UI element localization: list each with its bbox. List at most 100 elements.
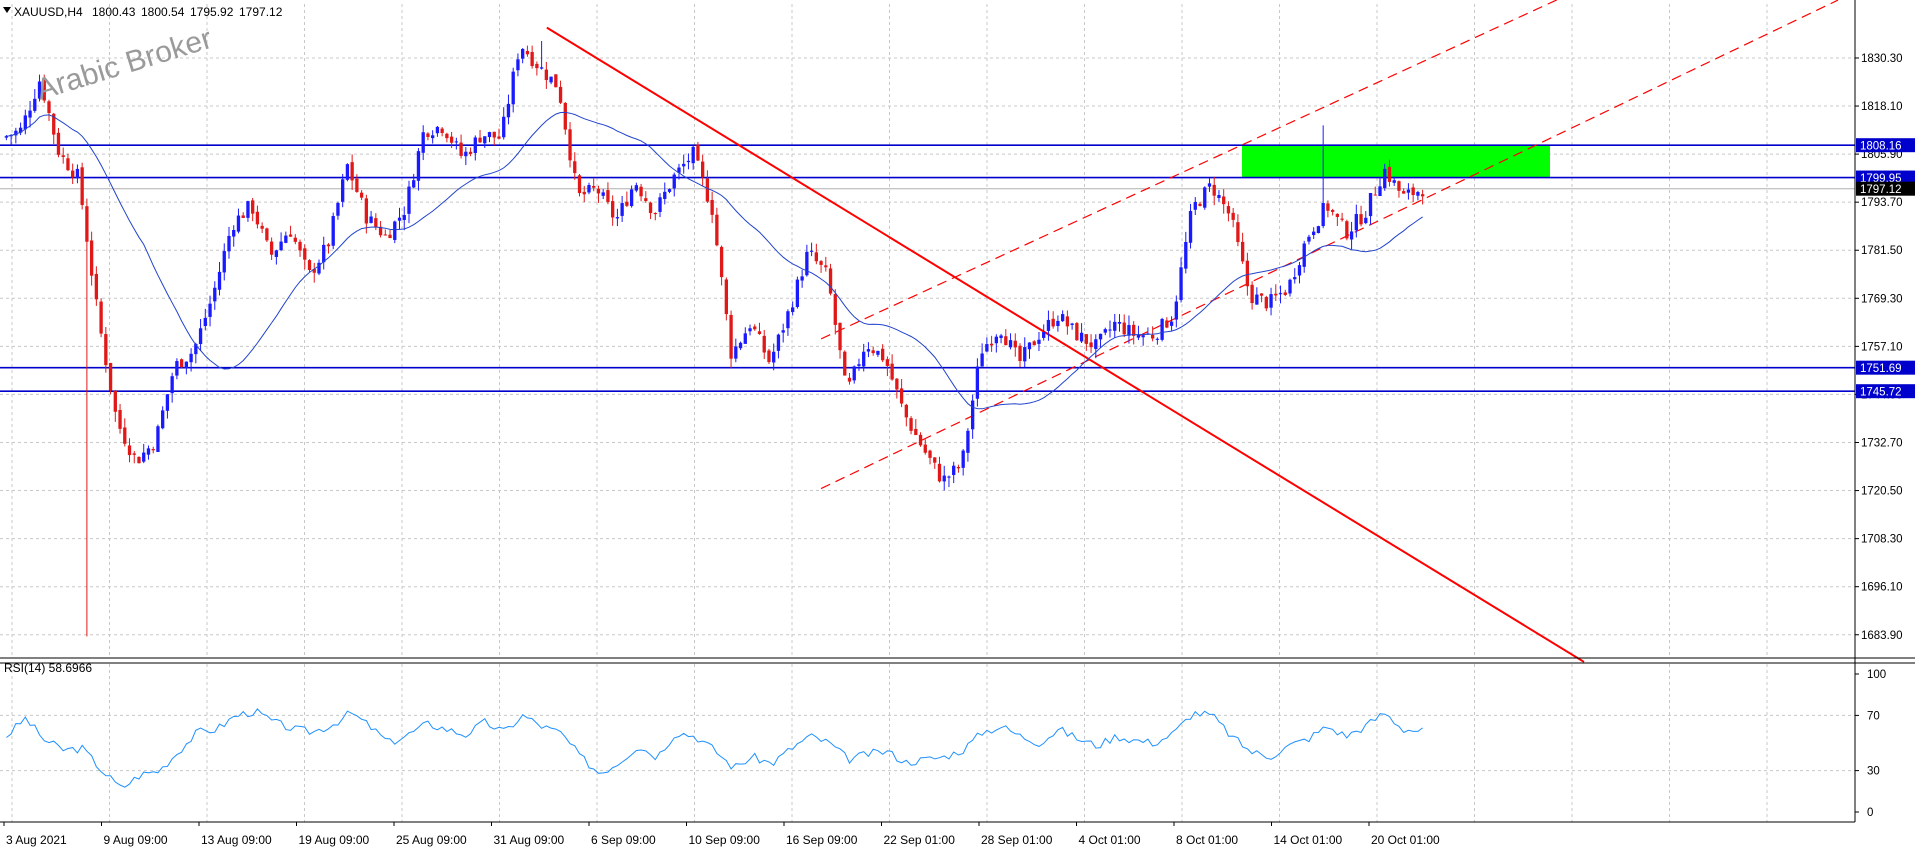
candle-body	[222, 251, 226, 273]
candle-body	[719, 246, 724, 278]
candle-body	[644, 198, 648, 202]
candle-body	[445, 133, 449, 139]
x-tick-label: 20 Oct 01:00	[1371, 833, 1440, 847]
candle-body	[161, 410, 165, 429]
rsi-panel	[6, 708, 1423, 788]
candle-body	[170, 376, 174, 394]
candle-body	[530, 52, 534, 67]
y-tick-label: 1793.70	[1861, 197, 1903, 209]
candle-body	[525, 50, 530, 55]
candle-body	[28, 110, 32, 118]
candle-body	[426, 133, 430, 137]
candle-body	[113, 390, 117, 412]
x-tick-label: 19 Aug 09:00	[299, 833, 370, 847]
candle-body	[1387, 166, 1392, 182]
candle-body	[985, 344, 989, 352]
candle-body	[1383, 168, 1387, 189]
candle-body	[1165, 320, 1169, 328]
watermark: Arabic Broker	[32, 22, 215, 107]
candle-body	[639, 186, 643, 197]
candle-body	[1312, 231, 1316, 236]
x-tick-label: 28 Sep 01:00	[981, 833, 1053, 847]
candle-body	[772, 351, 776, 363]
candle-body	[1008, 340, 1013, 348]
candle-body	[421, 132, 425, 153]
candle-body	[539, 67, 544, 69]
level-badge-label: 1751.69	[1860, 363, 1902, 375]
candle-body	[738, 342, 743, 349]
candle-body	[156, 426, 160, 453]
candle-body	[194, 344, 198, 355]
y-tick-label: 1818.10	[1861, 101, 1903, 113]
level-badge-label: 1808.16	[1860, 141, 1902, 153]
candle-body	[1217, 195, 1221, 198]
candle-body	[1293, 277, 1297, 280]
candle-body	[994, 336, 998, 344]
candle-body	[1065, 316, 1070, 327]
candle-body	[298, 241, 302, 251]
candle-body	[56, 132, 61, 155]
candle-body	[1359, 214, 1363, 225]
candle-body	[449, 136, 454, 143]
candle-body	[686, 160, 691, 163]
candle-body	[345, 164, 350, 180]
x-tick-label: 14 Oct 01:00	[1274, 833, 1343, 847]
candle-body	[61, 155, 65, 157]
candle-body	[331, 216, 335, 246]
candle-body	[1245, 260, 1250, 287]
ohlc-high: 1800.54	[141, 5, 185, 19]
candle-body	[634, 185, 639, 191]
candle-body	[355, 178, 359, 192]
candle-body	[189, 353, 193, 363]
candle-body	[66, 158, 70, 171]
x-tick-label: 8 Oct 01:00	[1176, 833, 1238, 847]
symbol-header: XAUUSD,H4	[14, 5, 83, 19]
candle-body	[151, 449, 155, 451]
candle-body	[1136, 334, 1141, 338]
candle-body	[857, 364, 861, 366]
candle-body	[1141, 335, 1145, 338]
candle-body	[1051, 318, 1055, 327]
candle-body	[672, 174, 676, 189]
candle-body	[184, 361, 189, 369]
candle-body	[563, 102, 567, 130]
candle-body	[1307, 236, 1311, 242]
candle-body	[369, 216, 373, 223]
candle-body	[724, 279, 728, 315]
candle-body	[847, 377, 852, 382]
candle-body	[558, 86, 563, 103]
candle-body	[606, 190, 610, 203]
candle-body	[208, 303, 212, 317]
candle-body	[341, 179, 345, 202]
candle-body	[767, 350, 771, 363]
candle-body	[568, 129, 572, 161]
y-tick-label: 1732.70	[1861, 437, 1903, 449]
candle-body	[620, 203, 624, 216]
candle-body	[478, 137, 482, 143]
y-tick-label: 1769.30	[1861, 293, 1903, 305]
candle-body	[866, 349, 871, 352]
candle-body	[359, 192, 364, 198]
candle-body	[918, 434, 923, 446]
candle-body	[47, 101, 51, 114]
candle-body	[862, 351, 866, 367]
candle-body	[492, 131, 496, 138]
candle-body	[1207, 183, 1212, 187]
candle-body	[1349, 231, 1354, 240]
candle-body	[123, 427, 127, 444]
candle-body	[989, 343, 994, 346]
x-tick-label: 10 Sep 09:00	[689, 833, 761, 847]
candle-body	[435, 126, 440, 134]
candle-body	[454, 141, 459, 143]
symbol-menu-icon	[3, 7, 11, 13]
candle-body	[1203, 187, 1207, 208]
candle-body	[1392, 180, 1396, 183]
candle-body	[431, 135, 435, 139]
candle-body	[1212, 184, 1216, 196]
candle-body	[701, 161, 705, 178]
candle-body	[1037, 339, 1041, 344]
candle-body	[487, 132, 492, 138]
candle-body	[416, 151, 421, 181]
candle-body	[251, 200, 255, 214]
